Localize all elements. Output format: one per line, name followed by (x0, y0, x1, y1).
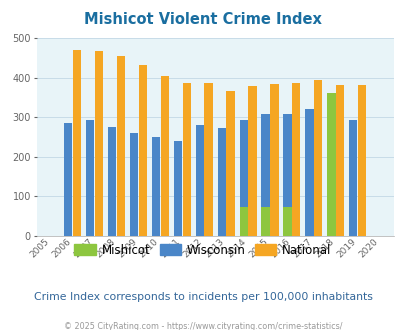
Bar (86, 120, 94, 236)
Bar (261, 115, 269, 236)
Bar (313, 80, 322, 236)
Bar (326, 93, 335, 236)
Bar (130, 133, 138, 236)
Bar (64, 123, 72, 236)
Bar (173, 141, 181, 236)
Bar (335, 85, 343, 236)
Bar (160, 76, 168, 236)
Bar (270, 84, 278, 236)
Bar (239, 120, 247, 236)
Bar (204, 83, 212, 236)
Bar (195, 125, 203, 236)
Bar (357, 85, 365, 236)
Bar (217, 128, 225, 236)
Text: © 2025 CityRating.com - https://www.cityrating.com/crime-statistics/: © 2025 CityRating.com - https://www.city… (64, 322, 341, 330)
Text: Crime Index corresponds to incidents per 100,000 inhabitants: Crime Index corresponds to incidents per… (34, 292, 371, 302)
Legend: Mishicot, Wisconsin, National: Mishicot, Wisconsin, National (69, 239, 336, 261)
Bar (305, 109, 313, 236)
Bar (283, 115, 291, 236)
Bar (108, 127, 116, 236)
Bar (95, 51, 103, 236)
Bar (151, 137, 160, 236)
Bar (326, 118, 335, 236)
Bar (182, 83, 190, 236)
Bar (291, 83, 300, 236)
Bar (283, 208, 291, 236)
Bar (226, 91, 234, 236)
Bar (348, 120, 356, 236)
Bar (117, 56, 125, 236)
Bar (248, 86, 256, 236)
Bar (239, 208, 247, 236)
Bar (73, 50, 81, 236)
Text: Mishicot Violent Crime Index: Mishicot Violent Crime Index (84, 12, 321, 26)
Bar (139, 65, 147, 236)
Bar (261, 208, 269, 236)
